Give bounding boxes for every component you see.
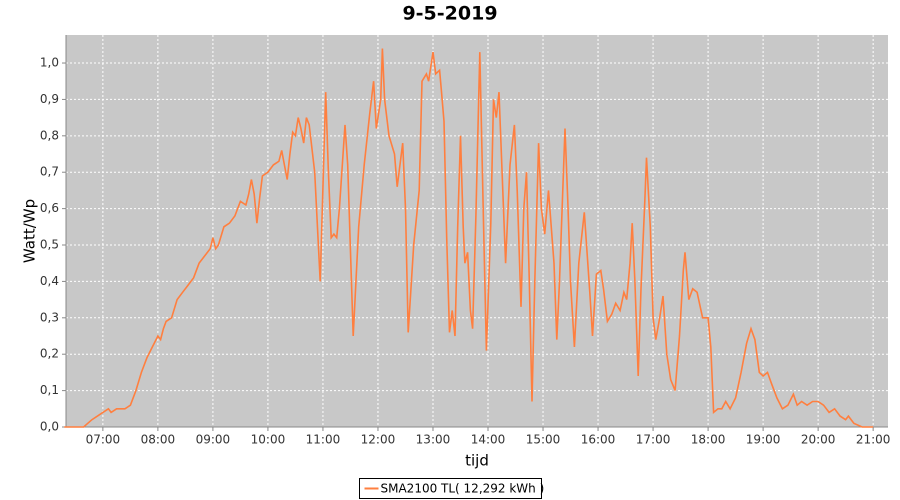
x-tick-label: 15:00 xyxy=(526,433,561,447)
y-tick-label: 0,6 xyxy=(40,201,59,215)
y-tick-label: 0,7 xyxy=(40,165,59,179)
line-series xyxy=(64,48,874,428)
x-tick-label: 12:00 xyxy=(361,433,396,447)
x-tick-label: 19:00 xyxy=(746,433,781,447)
legend-label: SMA2100 TL( 12,292 kWh ) xyxy=(381,482,545,496)
y-tick-label: 0,9 xyxy=(40,92,59,106)
y-tick-label: 0,4 xyxy=(40,274,59,288)
x-tick-label: 10:00 xyxy=(251,433,286,447)
x-tick-label: 17:00 xyxy=(636,433,671,447)
x-tick-label: 07:00 xyxy=(86,433,121,447)
y-tick-label: 0,8 xyxy=(40,128,59,142)
x-tick-label: 20:00 xyxy=(801,433,836,447)
x-tick-label: 18:00 xyxy=(691,433,726,447)
y-tick-label: 1,0 xyxy=(40,56,59,70)
x-tick-label: 08:00 xyxy=(141,433,176,447)
plot-area xyxy=(66,35,888,427)
x-tick-label: 09:00 xyxy=(196,433,231,447)
chart-title: 9-5-2019 xyxy=(402,3,497,25)
legend: SMA2100 TL( 12,292 kWh ) xyxy=(359,478,545,499)
x-tick-label: 21:00 xyxy=(856,433,891,447)
x-tick-label: 11:00 xyxy=(306,433,341,447)
x-tick-label: 16:00 xyxy=(581,433,616,447)
x-tick-label: 14:00 xyxy=(471,433,506,447)
y-axis-label: Watt/Wp xyxy=(21,199,39,263)
x-axis-label: tijd xyxy=(465,452,489,470)
y-tick-label: 0,5 xyxy=(40,238,59,252)
legend-box xyxy=(359,478,542,499)
y-tick-label: 0,2 xyxy=(40,347,59,361)
y-tick-label: 0,1 xyxy=(40,383,59,397)
x-tick-label: 13:00 xyxy=(416,433,451,447)
y-tick-label: 0,3 xyxy=(40,310,59,324)
y-tick-label: 0,0 xyxy=(40,420,59,434)
